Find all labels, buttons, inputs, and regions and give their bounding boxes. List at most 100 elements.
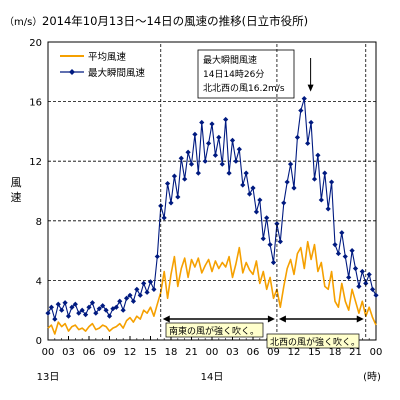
- max-gust-point: [202, 158, 208, 164]
- max-gust-point: [240, 182, 246, 188]
- wind-period-label: 北西の風が強く吹く。: [270, 336, 360, 348]
- max-gust-point: [161, 215, 167, 221]
- x-tick-label: 18: [165, 347, 178, 358]
- max-gust-point: [192, 131, 198, 137]
- max-gust-point: [62, 300, 68, 306]
- max-gust-point: [311, 176, 318, 182]
- x-tick-label: 00: [42, 347, 55, 358]
- y-tick-label: 16: [29, 98, 42, 109]
- peak-annotation-box: [197, 49, 295, 99]
- max-gust-point: [264, 215, 270, 221]
- max-gust-point: [106, 313, 113, 319]
- plot-area: 0 4 8 12 16 20 風速 00 03 06 09 12 15 18 21 00 03 06 09 12 15 1…: [11, 38, 383, 383]
- max-gust-point: [356, 283, 362, 289]
- max-gust-point: [267, 242, 273, 248]
- max-gust-point: [284, 179, 290, 185]
- max-gust-point: [117, 298, 123, 304]
- x-tick-label: 12: [124, 347, 137, 358]
- x-tick-label: 00: [206, 347, 219, 358]
- legend-entry: 最大瞬間風速: [88, 67, 146, 79]
- max-gust-point: [260, 236, 266, 242]
- max-gust-point: [257, 197, 263, 203]
- x-tick-label: 00: [370, 347, 383, 358]
- max-gust-point: [216, 134, 222, 140]
- max-gust-point: [178, 155, 184, 161]
- max-gust-point: [82, 312, 89, 318]
- max-gust-point: [305, 140, 311, 146]
- max-gust-point: [144, 289, 150, 295]
- max-gust-point: [168, 200, 174, 206]
- max-gust-point: [229, 137, 236, 143]
- max-gust-point: [339, 230, 345, 236]
- x-tick-label: 15: [308, 347, 321, 358]
- max-gust-point: [366, 271, 372, 278]
- x-tick-label: 06: [247, 347, 260, 358]
- x-axis-unit: (時): [363, 371, 381, 383]
- x-tick-label: 06: [83, 347, 96, 358]
- max-gust-point: [346, 274, 352, 281]
- max-gust-point: [359, 268, 365, 275]
- max-gust-point: [205, 140, 212, 146]
- legend-entry: 平均風速: [88, 51, 127, 63]
- x-tick-label: 09: [267, 347, 280, 358]
- max-gust-point: [45, 310, 51, 316]
- max-gust-point: [48, 304, 55, 310]
- max-gust-point: [137, 292, 143, 298]
- max-gust-point: [195, 170, 201, 176]
- max-gust-point: [322, 170, 328, 176]
- peak-annotation-text: 最大瞬間風速: [203, 54, 257, 66]
- max-gust-point: [318, 197, 324, 203]
- max-gust-point: [373, 292, 379, 298]
- wind-period-arrowhead: [356, 315, 364, 323]
- peak-annotation-text: 北北西の風16.2m/s: [203, 83, 285, 94]
- peak-arrow-head: [307, 84, 314, 92]
- max-gust-point: [274, 221, 280, 227]
- max-gust-point: [349, 248, 355, 254]
- max-gust-point: [182, 176, 188, 182]
- legend-marker: [69, 69, 75, 75]
- wind-period-label-box: [165, 322, 264, 338]
- max-gust-point: [294, 134, 301, 140]
- max-gust-point: [86, 304, 92, 310]
- max-gust-point: [287, 161, 294, 167]
- max-gust-point: [328, 179, 335, 185]
- max-gust-point: [332, 242, 338, 248]
- max-gust-point: [65, 313, 72, 319]
- max-gust-point: [281, 200, 287, 206]
- y-tick-label: 12: [29, 157, 42, 168]
- max-gust-point: [250, 185, 256, 191]
- max-gust-point: [164, 180, 171, 187]
- y-tick-label: 4: [36, 276, 42, 287]
- y-tick-label: 8: [36, 217, 42, 228]
- peak-annotation-text: 14日14時26分: [203, 69, 264, 80]
- max-gust-point: [335, 250, 342, 257]
- max-gust-point: [212, 152, 219, 158]
- series-line-average: [47, 240, 377, 335]
- max-gust-point: [236, 146, 242, 152]
- max-gust-point: [199, 119, 205, 126]
- max-gust-point: [246, 191, 253, 197]
- max-gust-point: [185, 149, 191, 155]
- x-tick-label: 15: [144, 347, 157, 358]
- max-gust-point: [270, 259, 277, 266]
- max-gust-point: [69, 304, 75, 310]
- max-gust-point: [141, 280, 147, 286]
- max-gust-point: [130, 298, 137, 304]
- max-gust-point: [301, 96, 307, 102]
- x-tick-label: 09: [103, 347, 116, 358]
- max-gust-point: [369, 286, 376, 292]
- max-gust-point: [151, 286, 157, 292]
- legend-box: [54, 45, 156, 81]
- max-gust-point: [342, 253, 348, 260]
- max-gust-point: [243, 170, 249, 176]
- max-gust-point: [188, 161, 195, 167]
- max-gust-point: [120, 307, 126, 313]
- max-gust-point: [298, 107, 304, 114]
- max-gust-point: [103, 307, 109, 313]
- x-day-label: 14日: [201, 372, 224, 383]
- wind-period-arrowhead: [162, 315, 170, 323]
- x-tick-label: 18: [329, 347, 342, 358]
- max-gust-point: [59, 307, 65, 313]
